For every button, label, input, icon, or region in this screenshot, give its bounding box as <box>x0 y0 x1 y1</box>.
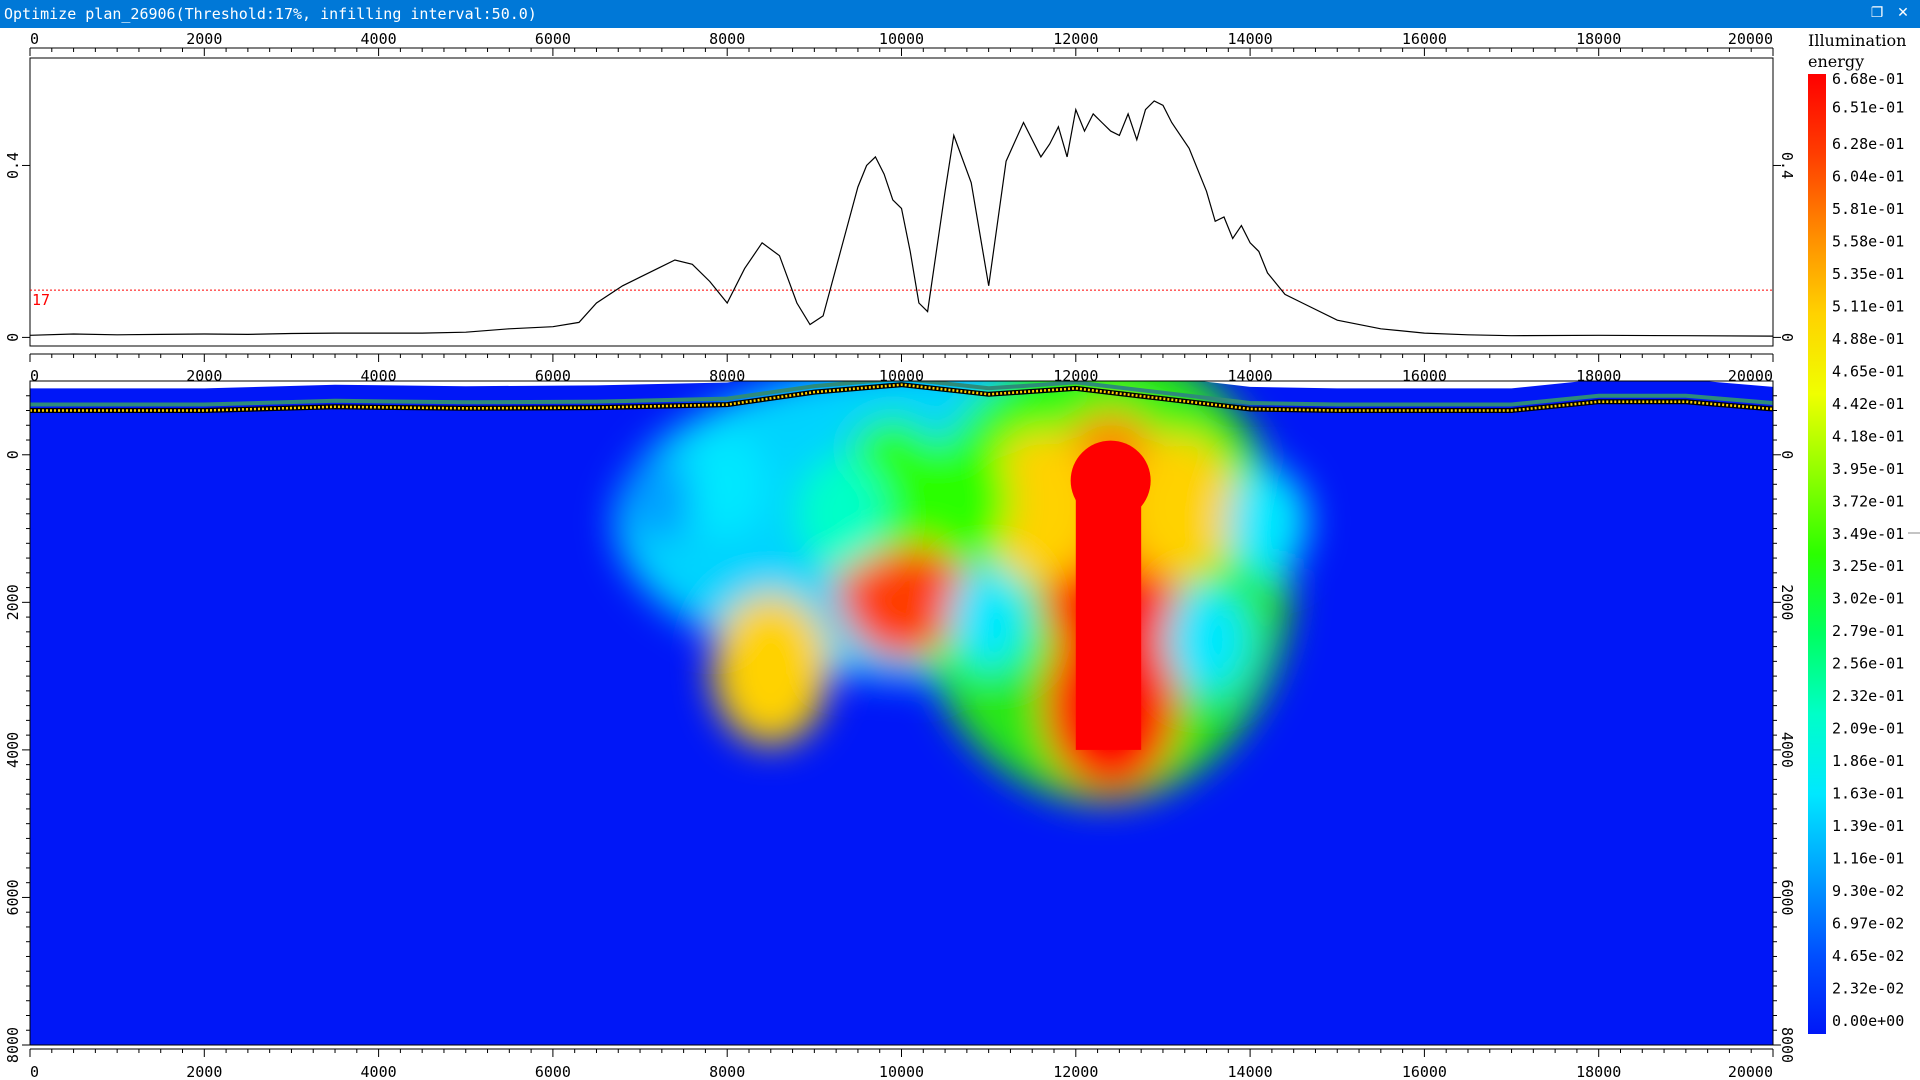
heat-hotspot <box>795 455 885 572</box>
heat-red-cap <box>1070 440 1151 521</box>
profile-line <box>29 100 1774 337</box>
heat-hotspot <box>1123 433 1237 580</box>
restore-icon[interactable]: ❐ <box>1870 5 1884 21</box>
profile-frame <box>29 57 1774 347</box>
colorbar-label: 5.58e-01 <box>1832 232 1904 250</box>
top-x-tick-label: 18000 <box>1576 30 1621 48</box>
colorbar-label: 5.81e-01 <box>1832 200 1904 218</box>
title-bar: Optimize plan_26906(Threshold:17%, infil… <box>0 0 1920 28</box>
profile-y-tick-label-right: 0 <box>1778 333 1796 342</box>
heat-hotspot <box>623 454 692 544</box>
bottom-x-tick-label: 6000 <box>535 1063 571 1080</box>
surface-receivers <box>30 383 1773 412</box>
colorbar-label: 3.72e-01 <box>1832 492 1904 510</box>
colorbar-gradient <box>1808 74 1826 1034</box>
bottom-x-tick-label: 8000 <box>709 1063 745 1080</box>
colorbar-label: 4.65e-02 <box>1832 947 1904 965</box>
bottom-x-tick-label: 0 <box>30 1063 39 1080</box>
colorbar-label: 2.32e-02 <box>1832 980 1904 998</box>
depth-tick-label-left: 0 <box>4 450 22 459</box>
colorbar-label: 5.11e-01 <box>1832 297 1904 315</box>
depth-tick-label-left: 4000 <box>4 732 22 768</box>
colorbar-label: 4.88e-01 <box>1832 330 1904 348</box>
heat-hotspot <box>1165 585 1248 693</box>
heatmap-frame <box>29 380 1774 1046</box>
mid-x-tick-label: 0 <box>30 367 39 385</box>
colorbar-label: 3.95e-01 <box>1832 460 1904 478</box>
heat-hotspot <box>712 592 830 745</box>
colorbar-label: 9.30e-02 <box>1832 882 1904 900</box>
colorbar-label: 0.00e+00 <box>1832 1012 1904 1030</box>
bottom-x-tick-label: 4000 <box>361 1063 397 1080</box>
bottom-x-tick-label: 20000 <box>1728 1063 1773 1080</box>
colorbar-label: 2.56e-01 <box>1832 655 1904 673</box>
colorbar-label: 4.42e-01 <box>1832 395 1904 413</box>
heat-red-column <box>1075 476 1142 750</box>
bottom-x-tick-label: 14000 <box>1228 1063 1273 1080</box>
profile-y-tick-label-left: 0 <box>4 333 22 342</box>
top-x-tick-label: 2000 <box>186 30 222 48</box>
threshold-label: 17 <box>32 291 50 309</box>
chart-area: 17 0 2000 4000 6000 8000 10000 12000 14000 16000 1… <box>4 30 1920 1080</box>
colorbar-label: 1.63e-01 <box>1832 785 1904 803</box>
depth-tick-label-right: 0 <box>1778 450 1796 459</box>
heatmap-group <box>30 381 1773 1045</box>
bottom-x-tick-label: 12000 <box>1053 1063 1098 1080</box>
heat-hotspot <box>1226 467 1309 575</box>
colorbar-label: 1.39e-01 <box>1832 817 1904 835</box>
profile-y-tick-label-right: 0.4 <box>1778 152 1796 179</box>
colorbar-label: 5.35e-01 <box>1832 265 1904 283</box>
heat-hotspot <box>949 565 1029 669</box>
close-icon[interactable]: ✕ <box>1897 5 1909 21</box>
depth-tick-label-right: 2000 <box>1778 584 1796 620</box>
top-x-tick-label: 20000 <box>1728 30 1773 48</box>
top-x-tick-label: 16000 <box>1402 30 1447 48</box>
top-x-tick-label: 14000 <box>1228 30 1273 48</box>
colorbar-label: 4.18e-01 <box>1832 427 1904 445</box>
colorbar-label: 3.49e-01 <box>1832 525 1904 543</box>
colorbar-title-line2: energy <box>1808 52 1865 71</box>
heat-hotspot <box>914 436 1011 562</box>
colorbar-label: 2.79e-01 <box>1832 622 1904 640</box>
depth-tick-label-left: 6000 <box>4 879 22 915</box>
colorbar-title: Illumination energy <box>1808 30 1906 72</box>
top-x-tick-label: 4000 <box>361 30 397 48</box>
depth-tick-label-right: 4000 <box>1778 732 1796 768</box>
colorbar-label: 4.65e-01 <box>1832 362 1904 380</box>
depth-tick-label-right: 6000 <box>1778 879 1796 915</box>
depth-tick-label-left: 2000 <box>4 584 22 620</box>
depth-tick-label-left: 8000 <box>4 1027 22 1063</box>
colorbar-label: 3.02e-01 <box>1832 590 1904 608</box>
top-x-tick-label: 8000 <box>709 30 745 48</box>
colorbar-label: 6.97e-02 <box>1832 915 1904 933</box>
colorbar-label: 2.09e-01 <box>1832 720 1904 738</box>
top-x-tick-label: 12000 <box>1053 30 1098 48</box>
heat-hotspot <box>686 430 769 538</box>
top-x-tick-label: 0 <box>30 30 39 48</box>
bottom-x-tick-label: 18000 <box>1576 1063 1621 1080</box>
top-x-tick-label: 10000 <box>879 30 924 48</box>
colorbar-label: 6.28e-01 <box>1832 135 1904 153</box>
colorbar-label: 6.68e-01 <box>1832 70 1904 88</box>
colorbar-title-line1: Illumination <box>1808 31 1907 50</box>
colorbar-label: 1.86e-01 <box>1832 752 1904 770</box>
colorbar-label: 6.51e-01 <box>1832 98 1904 116</box>
depth-tick-label-right: 8000 <box>1778 1027 1796 1063</box>
surface-shot-band <box>30 381 1773 407</box>
profile-y-tick-label-left: 0.4 <box>4 152 22 179</box>
top-x-tick-label: 6000 <box>535 30 571 48</box>
colorbar-label: 2.32e-01 <box>1832 687 1904 705</box>
colorbar-label: 1.16e-01 <box>1832 850 1904 868</box>
colorbar-label: 6.04e-01 <box>1832 167 1904 185</box>
heat-hotspot <box>982 430 1100 583</box>
bottom-x-tick-label: 10000 <box>879 1063 924 1080</box>
above-surface-region <box>30 381 1773 389</box>
bottom-x-tick-label: 2000 <box>186 1063 222 1080</box>
colorbar-label: 3.25e-01 <box>1832 557 1904 575</box>
window-title: Optimize plan_26906(Threshold:17%, infil… <box>4 5 537 23</box>
bottom-x-tick-label: 16000 <box>1402 1063 1447 1080</box>
